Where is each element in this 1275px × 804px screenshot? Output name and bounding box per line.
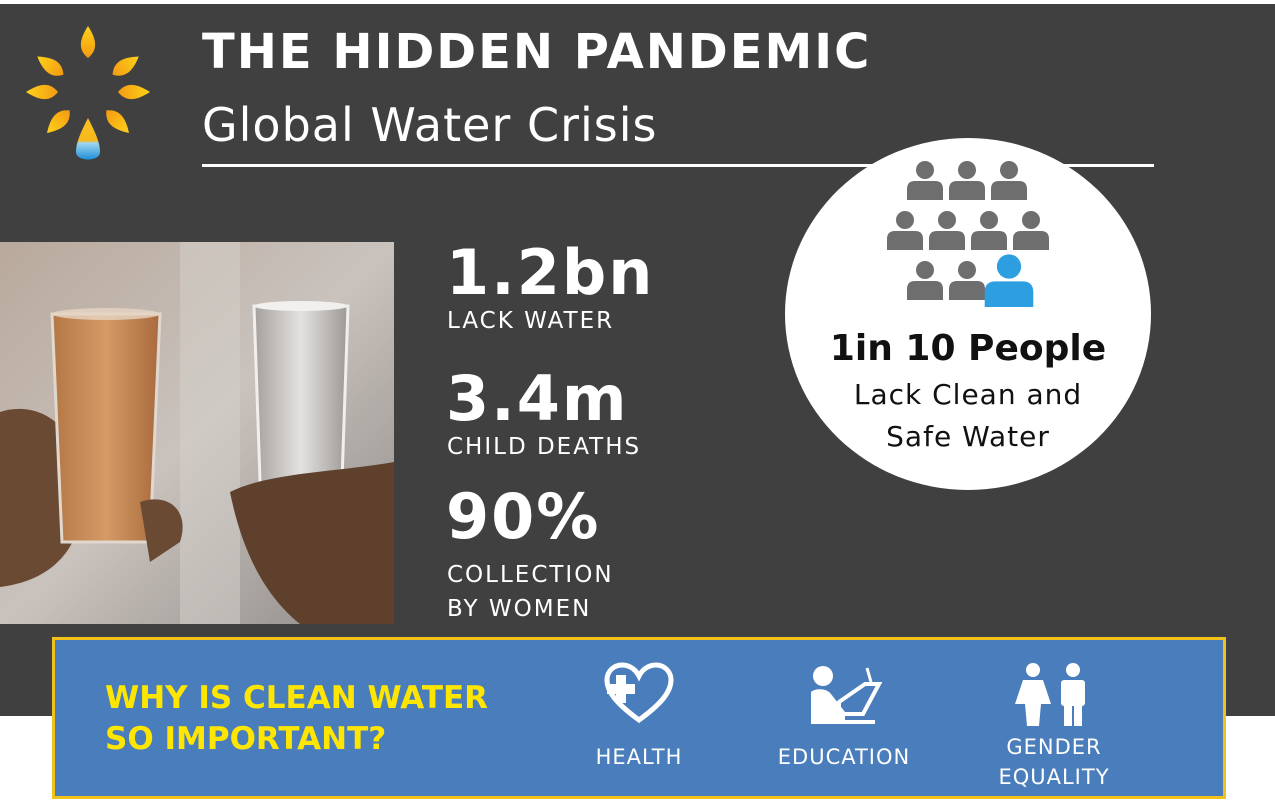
why-banner: WHY IS CLEAN WATER SO IMPORTANT? HEALTH … — [52, 637, 1226, 799]
person-icon — [1013, 211, 1049, 250]
benefit-label-gender-line1: GENDER — [1006, 735, 1102, 759]
person-icon — [949, 261, 985, 300]
health-heart-icon — [604, 662, 674, 724]
stat-lack-water-label: LACK WATER — [447, 308, 615, 334]
circle-headline: 1in 10 People — [829, 328, 1107, 369]
stat-collection-value: 90% — [446, 480, 601, 553]
banner-question-line2: SO IMPORTANT? — [105, 721, 387, 757]
person-icon — [991, 161, 1027, 200]
stat-child-deaths-label: CHILD DEATHS — [447, 434, 642, 460]
gender-equality-icon — [1015, 663, 1085, 726]
person-icon — [887, 211, 923, 250]
title-divider — [202, 164, 1154, 167]
banner-question: WHY IS CLEAN WATER SO IMPORTANT? — [105, 678, 488, 760]
sun-water-drop-icon — [26, 26, 150, 160]
person-highlight-icon — [984, 254, 1034, 307]
benefit-label-health: HEALTH — [595, 745, 683, 769]
banner-question-line1: WHY IS CLEAN WATER — [105, 680, 489, 716]
person-icon — [971, 211, 1007, 250]
circle-subtext-line2: Safe Water — [886, 420, 1050, 453]
stat-collection-label-line2: BY WOMEN — [447, 596, 592, 622]
education-icon — [811, 666, 883, 724]
person-icon — [949, 161, 985, 200]
benefit-label-gender-line2: EQUALITY — [998, 765, 1110, 789]
person-icon — [907, 161, 943, 200]
person-icon — [907, 261, 943, 300]
page-subtitle: Global Water Crisis — [202, 98, 658, 152]
stat-lack-water-value: 1.2bn — [446, 236, 655, 309]
people-group-icon — [887, 161, 1049, 307]
benefit-label-education: EDUCATION — [777, 745, 911, 769]
stat-child-deaths-value: 3.4m — [446, 362, 629, 435]
page-title: THE HIDDEN PANDEMIC — [202, 24, 872, 80]
stat-collection-label-line1: COLLECTION — [447, 562, 614, 588]
person-icon — [929, 211, 965, 250]
water-glasses-photo — [0, 242, 394, 624]
benefit-label-gender-equality: GENDER EQUALITY — [979, 732, 1129, 792]
circle-subtext-line1: Lack Clean and — [853, 378, 1083, 411]
